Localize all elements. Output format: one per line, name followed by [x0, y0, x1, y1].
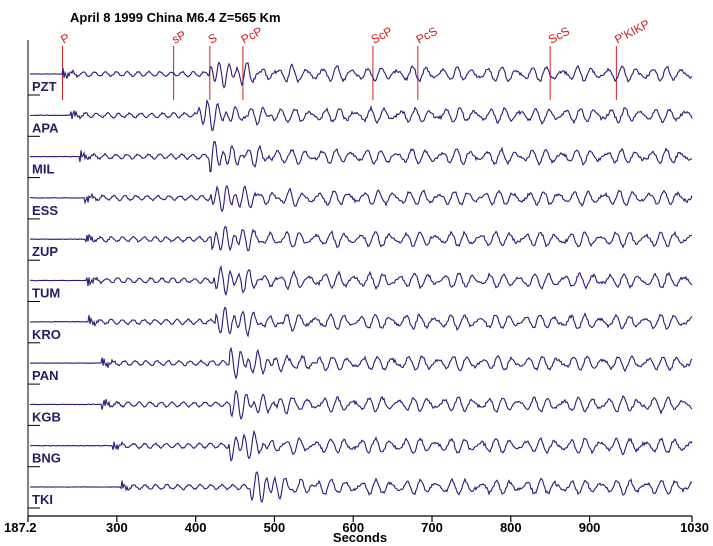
seismogram-trace: [30, 429, 693, 463]
station-label: ESS: [32, 203, 58, 218]
seismogram-trace: [29, 226, 693, 252]
seismogram-trace: [29, 306, 693, 338]
station-label: MIL: [32, 162, 54, 177]
station-label: KGB: [32, 409, 61, 424]
x-tick-label: 500: [264, 520, 286, 535]
x-tick-label: 300: [106, 520, 128, 535]
x-tick-label: 187.2: [4, 520, 37, 535]
phase-label: sP: [169, 28, 188, 47]
x-tick-label: 800: [500, 520, 522, 535]
seismogram-traces: PZT APA MIL ESS ZUP TUM KRO PAN KGB BNG TKI: [28, 61, 693, 509]
chart-title: April 8 1999 China M6.4 Z=565 Km: [70, 10, 281, 25]
x-axis-label: Seconds: [333, 530, 387, 545]
phase-label: S: [206, 31, 220, 47]
seismogram-trace: [29, 265, 693, 297]
phase-label: ScP: [369, 24, 395, 47]
seismogram-trace: [29, 471, 693, 504]
x-axis: 187.2 300 400 500 600 700 800 900 1030: [4, 40, 709, 535]
x-tick-label: 900: [579, 520, 601, 535]
x-tick-label: 1030: [680, 520, 709, 535]
x-tick-label: 700: [421, 520, 443, 535]
station-label: PZT: [32, 79, 57, 94]
phase-label: ScS: [546, 24, 572, 47]
station-label: ZUP: [32, 244, 58, 259]
station-label: APA: [32, 120, 59, 135]
seismogram-trace: [29, 185, 693, 213]
seismogram-trace: [29, 141, 693, 173]
x-tick-label: 600: [342, 520, 364, 535]
seismogram-trace: [29, 389, 693, 421]
station-label: TUM: [32, 286, 60, 301]
station-label: TKI: [32, 492, 53, 507]
station-label: KRO: [32, 327, 61, 342]
phase-label: PcP: [239, 24, 265, 47]
seismogram-trace: [30, 98, 693, 131]
phase-label: PcS: [414, 24, 440, 47]
seismogram-trace: [29, 61, 693, 89]
x-tick-label: 400: [185, 520, 207, 535]
seismogram-trace: [29, 346, 693, 380]
phase-label: P'KIKP: [612, 17, 652, 47]
station-label: BNG: [32, 451, 61, 466]
phase-label: P: [58, 31, 72, 47]
station-label: PAN: [32, 368, 58, 383]
